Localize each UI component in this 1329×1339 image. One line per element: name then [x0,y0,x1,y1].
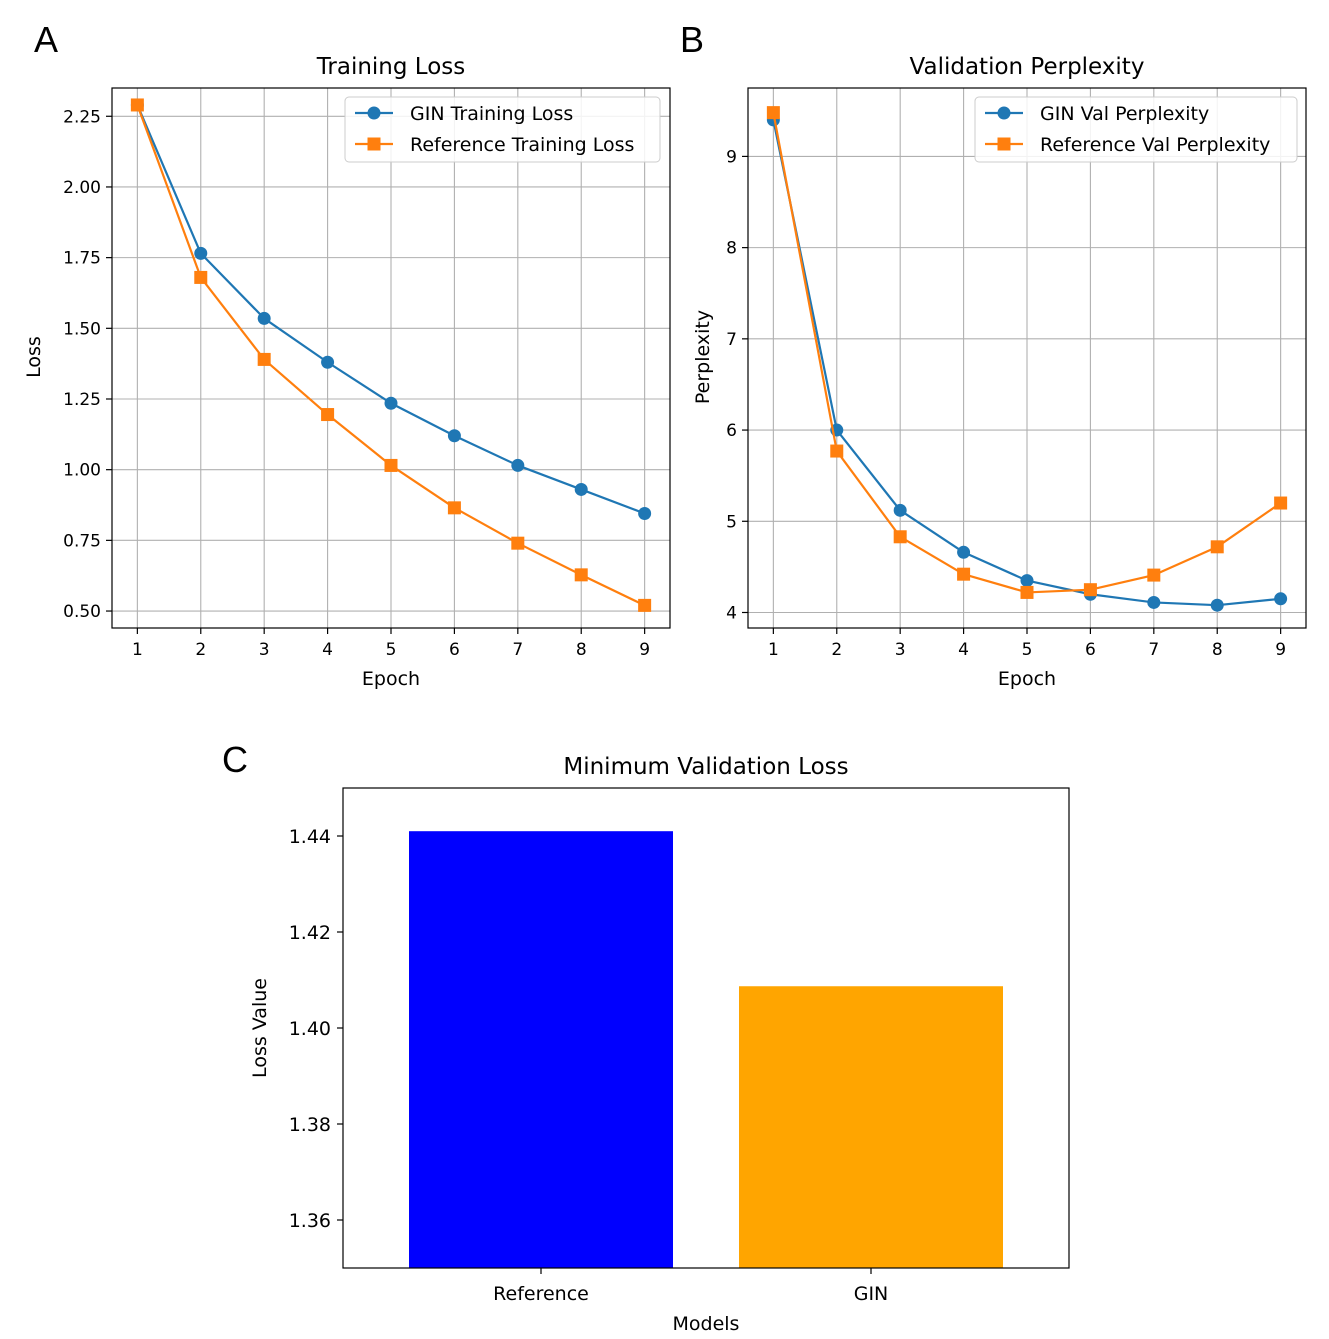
legend: GIN Training Loss Reference Training Los… [344,96,661,163]
data-point-reference [574,568,588,582]
x-axis-label: Epoch [998,668,1056,690]
x-tick-label: 2 [195,640,206,660]
data-point-gin [447,429,461,443]
x-tick-label: 3 [895,640,906,660]
x-tick-label: Reference [493,1283,589,1305]
y-axis-label: Perplexity [692,310,714,404]
y-tick-label: 8 [726,239,737,259]
data-point-reference [1274,496,1288,510]
legend-label-gin: GIN Val Perplexity [1040,103,1209,125]
data-point-reference [447,501,461,515]
x-tick-label: 4 [322,640,333,660]
bar-gin [739,986,1003,1268]
data-point-gin [321,355,335,369]
y-tick-label: 7 [726,330,737,350]
y-tick-label: 1.40 [289,1018,331,1040]
data-point-reference [766,106,780,120]
y-tick-label: 0.50 [63,602,101,622]
legend-label-reference: Reference Val Perplexity [1040,134,1270,156]
chart-title: Validation Perplexity [910,54,1145,80]
data-point-reference [194,270,208,284]
data-point-gin [257,311,271,325]
data-point-gin [1147,595,1161,609]
y-tick-label: 5 [726,512,737,532]
legend-marker-gin [367,106,381,120]
y-tick-label: 0.75 [63,531,101,551]
bar-reference [409,831,673,1268]
x-tick-label: 9 [1275,640,1286,660]
legend-marker-gin [997,106,1011,120]
panel-label-b: B [680,19,704,60]
y-tick-label: 1.36 [289,1210,331,1232]
y-tick-label: 1.38 [289,1114,331,1136]
data-point-gin [893,503,907,517]
minimum-validation-loss-chart: C Minimum Validation Loss Models Loss Va… [222,739,1070,1335]
y-tick-label: 2.00 [63,178,101,198]
x-tick-label: 1 [132,640,143,660]
y-axis-label: Loss Value [249,978,271,1078]
data-point-gin [638,506,652,520]
data-point-gin [1020,574,1034,588]
legend: GIN Val Perplexity Reference Val Perplex… [974,96,1298,163]
data-point-reference [1020,585,1034,599]
data-point-reference [830,444,844,458]
data-point-gin [957,545,971,559]
x-axis-label: Models [673,1313,740,1335]
x-tick-label: 1 [768,640,779,660]
chart-title: Training Loss [316,54,466,80]
x-tick-label: 2 [831,640,842,660]
y-tick-label: 1.25 [63,390,101,410]
x-tick-label: 5 [1022,640,1033,660]
data-point-gin [384,396,398,410]
data-point-gin [1274,592,1288,606]
data-point-reference [130,98,144,112]
data-point-reference [638,598,652,612]
data-point-gin [511,458,525,472]
y-tick-label: 1.42 [289,922,331,944]
legend-label-reference: Reference Training Loss [410,134,634,156]
data-point-reference [511,536,525,550]
legend-marker-reference [997,137,1011,151]
panel-label-c: C [222,739,248,780]
legend-marker-reference [367,137,381,151]
x-tick-label: 4 [958,640,969,660]
y-tick-label: 2.25 [63,107,101,127]
x-tick-label: 3 [259,640,270,660]
training-loss-chart: A Training Loss Epoch Loss 1 2 3 4 5 6 7 8 9 0.50… [23,19,671,690]
x-tick-label: 8 [576,640,587,660]
data-point-gin [574,482,588,496]
data-point-reference [1083,583,1097,597]
x-tick-label: 7 [1148,640,1159,660]
panel-label-a: A [34,19,58,60]
y-tick-label: 6 [726,421,737,441]
y-tick-label: 1.44 [289,826,331,848]
y-tick-label: 1.75 [63,249,101,269]
legend-label-gin: GIN Training Loss [410,103,573,125]
data-point-reference [1147,568,1161,582]
y-tick-label: 9 [726,147,737,167]
y-tick-label: 1.00 [63,461,101,481]
x-tick-label: GIN [854,1283,889,1305]
y-tick-label: 1.50 [63,319,101,339]
x-tick-label: 7 [512,640,523,660]
x-tick-label: 8 [1212,640,1223,660]
chart-title: Minimum Validation Loss [563,754,848,780]
x-tick-label: 6 [449,640,460,660]
y-tick-label: 4 [726,603,737,623]
x-tick-label: 9 [639,640,650,660]
x-tick-label: 6 [1085,640,1096,660]
data-point-reference [1210,540,1224,554]
data-point-reference [957,567,971,581]
data-point-reference [257,352,271,366]
x-axis-label: Epoch [362,668,420,690]
data-point-gin [194,246,208,260]
y-axis-label: Loss [23,336,45,378]
validation-perplexity-chart: B Validation Perplexity Epoch Perplexity… [680,19,1307,690]
x-tick-label: 5 [386,640,397,660]
data-point-gin [1210,598,1224,612]
data-point-reference [321,408,335,422]
data-point-reference [384,458,398,472]
data-point-reference [893,530,907,544]
